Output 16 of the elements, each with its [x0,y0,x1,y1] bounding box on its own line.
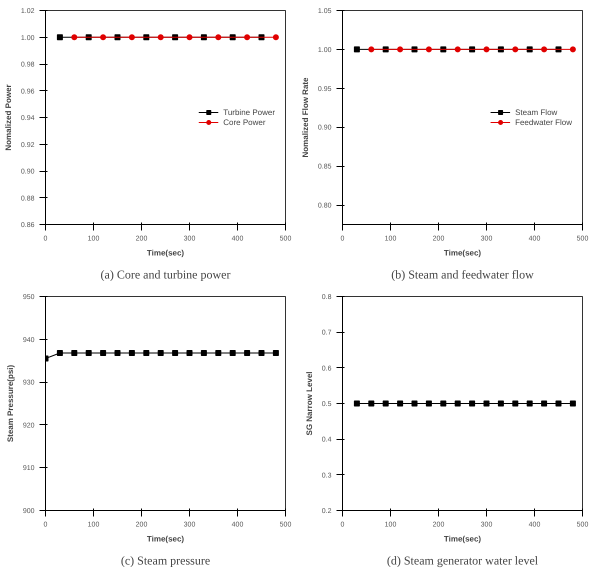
text: (a) Core and turbine power [100,268,230,282]
y-axis-title: Nomalized Power [4,84,13,151]
text: (d) Steam generator water level [386,554,539,568]
x-axis-title: Time(sec) [146,534,184,544]
text: (b) Steam and feedwater flow [391,268,534,282]
legend-label: Turbine Power [223,107,275,117]
legend-label: Steam Flow [515,107,558,117]
legend-label: Core Power [223,117,266,127]
y-axis-title: SG Narrow Level [304,371,314,436]
x-axis-title: Time(sec) [444,534,482,544]
x-axis-title: Time(sec) [146,248,184,258]
legend-label: Feedwater Flow [515,117,572,127]
y-axis-title: Nomalized Flow Rate [300,76,310,158]
text: (c) Steam pressure [120,554,210,568]
x-axis-title: Time(sec) [444,248,482,258]
y-axis-title: Steam Pressure(psi) [6,364,15,442]
